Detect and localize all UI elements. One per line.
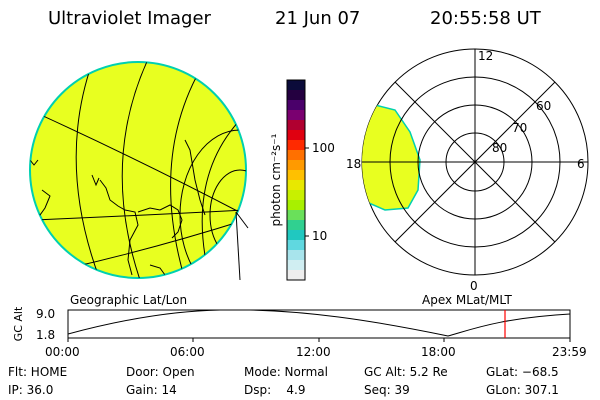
timeline-y-high: 9.0 [36,307,55,321]
coastline-island-east [221,249,241,273]
geo-meridian-line [121,62,151,278]
polar-meridian-diagonal [394,81,556,243]
observation-time: 20:55:58 UT [430,8,542,29]
colorbar-block [287,90,305,101]
timeline-y-axis-title: GC Alt [12,306,25,341]
status-readout: Flt: HOME Door: Open Mode: Normal GC Alt… [8,365,559,397]
geo-latitude-line [30,109,246,216]
colorbar-block [287,270,305,281]
status-mode: Mode: Normal [244,365,328,379]
colorbar-block [287,220,305,231]
colorbar-block [287,210,305,221]
geo-meridian-line [170,69,201,278]
polar-grid [362,49,588,275]
colorbar-block [287,130,305,141]
colorbar-block [287,160,305,171]
polar-panel-label: Apex MLat/MLT [422,293,512,307]
mlat-label-60: 60 [536,99,551,113]
colorbar-block [287,170,305,181]
coastline-islet [30,159,39,166]
timeline-tick-label-1200: 12:00 [296,345,331,359]
colorbar-block [287,140,305,151]
colorbar-frame [286,79,306,281]
status-gain: Gain: 14 [126,383,177,397]
mlat-label-70: 70 [512,121,527,135]
polar-panel: 12 18 6 0 60 70 80 [346,48,589,293]
colorbar-tick-label-10: 10 [312,229,327,243]
altitude-curve [68,310,570,337]
geographic-panel-label: Geographic Lat/Lon [70,293,187,307]
colorbar-block [287,110,305,121]
colorbar-scale [287,80,305,281]
status-seq: Seq: 39 [364,383,410,397]
mlat-label-80: 80 [492,141,507,155]
status-glat: GLat: −68.5 [486,365,559,379]
geo-grid-extension [235,211,249,229]
status-ip: IP: 36.0 [8,383,53,397]
coastline-islet [149,264,166,276]
timeline-tick-label-2359: 23:59 [552,345,587,359]
timeline-tick-label-0000: 00:00 [45,345,80,359]
status-gc-alt: GC Alt: 5.2 Re [364,365,448,379]
status-flight: Flt: HOME [8,365,67,379]
coastline-patagonia [137,204,183,239]
instrument-title: Ultraviolet Imager [48,8,212,29]
colorbar-block [287,240,305,251]
colorbar-block [287,260,305,271]
coastline-islet [91,174,100,187]
observation-date: 21 Jun 07 [275,8,360,29]
colorbar-block [287,250,305,261]
colorbar-block [287,150,305,161]
colorbar-block [287,200,305,211]
geo-latitude-line [34,209,246,221]
mlt-label-18: 18 [346,157,361,171]
status-dsp: Dsp: 4.9 [244,383,306,397]
timeline-y-low: 1.8 [36,328,55,342]
colorbar-block [287,120,305,131]
colorbar-block [287,180,305,191]
colorbar-block [287,100,305,111]
mlt-label-12: 12 [478,49,493,63]
altitude-timeline: GC Alt 9.0 1.8 00:00 06:00 12:00 18:00 2… [12,306,587,359]
colorbar-unit-label: photon cm⁻²s⁻¹ [269,133,283,226]
colorbar-block [287,80,305,91]
geo-meridian-line [75,62,101,278]
geo-grid-extension [235,211,241,281]
geographic-panel [29,61,249,281]
colorbar-block [287,190,305,201]
timeline-tick-label-1800: 18:00 [421,345,456,359]
timeline-tick-label-0600: 06:00 [170,345,205,359]
mlt-label-6: 6 [577,157,585,171]
colorbar-tick-label-100: 100 [312,141,335,155]
status-glon: GLon: 307.1 [486,383,559,397]
coastlines [30,139,241,276]
status-door: Door: Open [126,365,195,379]
geographic-earth-disk [29,61,247,279]
colorbar: 100 10 photon cm⁻²s⁻¹ [269,79,335,281]
coastline-peninsula [184,139,206,216]
coastline-south-america [99,179,139,276]
colorbar-block [287,230,305,241]
mlt-label-0: 0 [470,279,478,293]
